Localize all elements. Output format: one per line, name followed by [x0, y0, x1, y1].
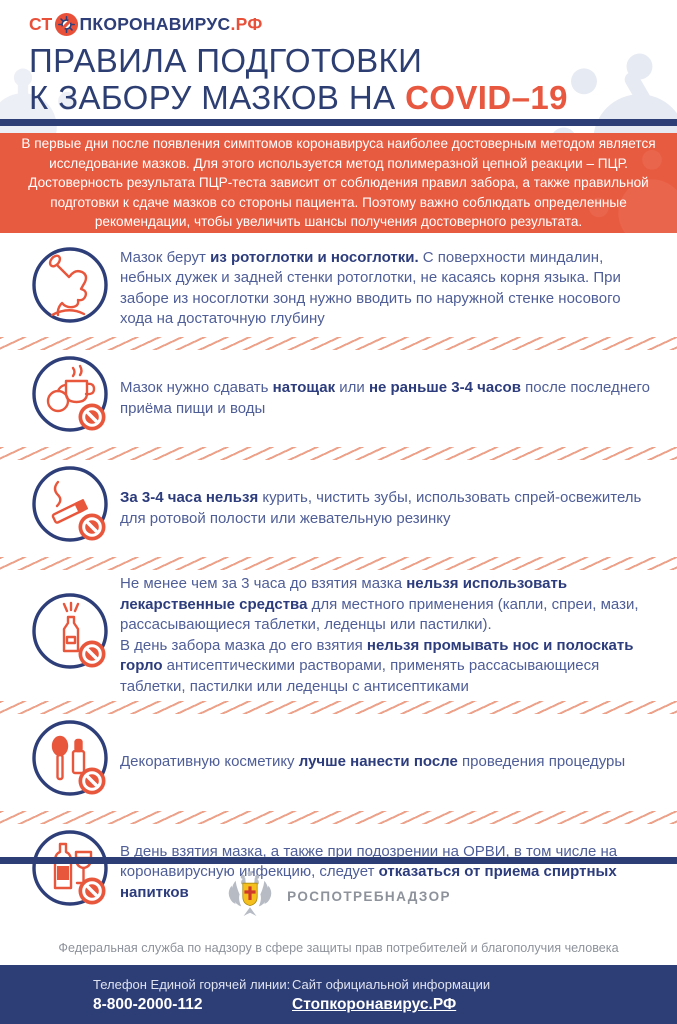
rule-text: За 3-4 часа нельзя курить, чистить зубы,… [120, 489, 642, 527]
cigarette-icon [28, 464, 120, 553]
stopcoronavirus-logo: СТ ПКОРОНАВИРУС .РФ [29, 12, 263, 37]
rule-text: Декоративную косметику лучше нанести пос… [120, 753, 626, 771]
agency-block: РОСПОТРЕБНАДЗОР [0, 868, 677, 924]
rules-list: Мазок берут из ротоглотки и носоглотки. … [0, 244, 677, 917]
page-title: ПРАВИЛА ПОДГОТОВКИ К ЗАБОРУ МАЗКОВ НА CO… [29, 42, 568, 116]
prohibition-badge [78, 877, 106, 905]
site-link[interactable]: Стопкоронавирус.РФ [292, 996, 457, 1013]
rospotrebnadzor-eagle-icon [228, 871, 272, 916]
rule-text: Мазок берут из ротоглотки и носоглотки. … [120, 248, 621, 328]
rule-text: Не менее чем за 3 часа до взятия мазка н… [120, 575, 639, 695]
site-label: Сайт официальной информации [292, 977, 491, 992]
footer-hotline: Телефон Единой горячей линии: 8-800-2000… [93, 977, 290, 1014]
divider-bar-top [0, 119, 677, 126]
hotline-label: Телефон Единой горячей линии: [93, 977, 291, 992]
rule-swab-method: Мазок берут из ротоглотки и носоглотки. … [0, 244, 677, 333]
logo-text-prefix: СТ [29, 14, 53, 34]
hatch-divider [0, 557, 677, 570]
rule-no-alcohol: В день взятия мазка, а также при подозре… [0, 828, 677, 917]
logo-text-suffix: .РФ [230, 14, 263, 34]
food-drink-icon [28, 354, 120, 443]
hatch-divider [0, 337, 677, 350]
prohibition-badge [78, 640, 106, 668]
rule-text: Мазок нужно сдавать натощак или не раньш… [120, 379, 650, 417]
title-line2: К ЗАБОРУ МАЗКОВ НА [29, 79, 406, 116]
footer-bar: Телефон Единой горячей линии: 8-800-2000… [0, 965, 677, 1024]
hotline-number: 8-800-2000-112 [93, 996, 203, 1013]
rule-text: В день взятия мазка, а также при подозре… [120, 842, 618, 901]
agency-name: РОСПОТРЕБНАДЗОР [287, 888, 451, 904]
agency-description: Федеральная служба по надзору в сфере за… [58, 941, 619, 955]
divider-bar-bottom [0, 857, 677, 864]
prohibition-badge [78, 767, 106, 795]
logo-text-middle: ПКОРОНАВИРУС [79, 14, 231, 34]
intro-box: В первые дни после появления симптомов к… [0, 133, 677, 233]
decor-virus-splash [589, 150, 677, 233]
title-covid: COVID–19 [405, 79, 568, 116]
swab-person-icon [28, 244, 120, 333]
prohibition-badge [78, 513, 106, 541]
footer-site: Сайт официальной информации Стопкоронави… [292, 977, 490, 1014]
cosmetics-icon [28, 718, 120, 807]
hatch-divider [0, 701, 677, 714]
stop-virus-icon [54, 12, 78, 37]
rule-no-medications: Не менее чем за 3 часа до взятия мазка н… [0, 574, 677, 697]
rule-no-smoking: За 3-4 часа нельзя курить, чистить зубы,… [0, 464, 677, 553]
nasal-spray-icon [28, 591, 120, 680]
rule-fasting: Мазок нужно сдавать натощак или не раньш… [0, 354, 677, 443]
hatch-divider [0, 811, 677, 824]
rule-cosmetics: Декоративную косметику лучше нанести пос… [0, 718, 677, 807]
title-line1: ПРАВИЛА ПОДГОТОВКИ [29, 42, 423, 79]
hatch-divider [0, 447, 677, 460]
prohibition-badge [78, 403, 106, 431]
intro-text: В первые дни после появления симптомов к… [21, 136, 656, 230]
